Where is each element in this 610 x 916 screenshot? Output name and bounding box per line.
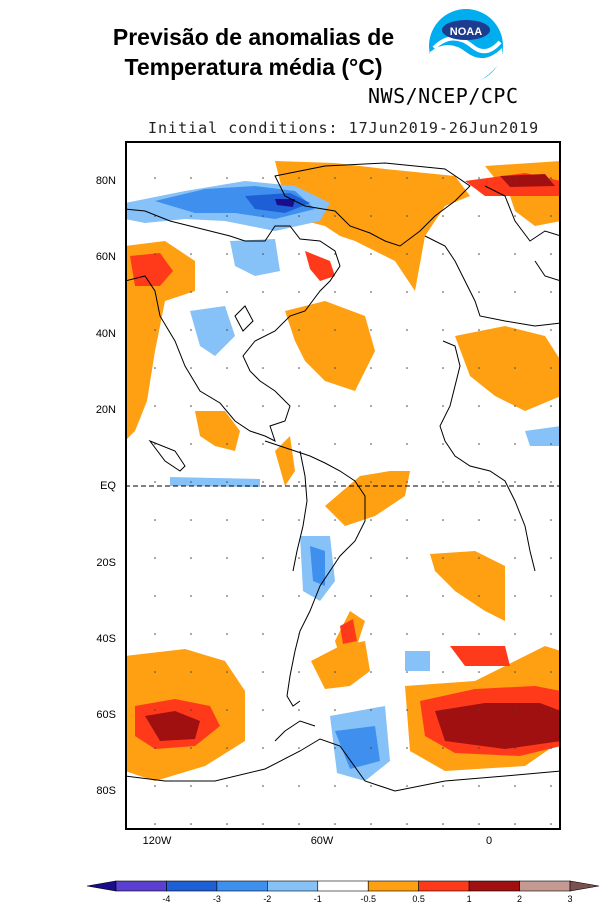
colorbar-cell (86, 880, 117, 892)
lat-label-20n: 20N (95, 404, 116, 416)
colorbar-cell (216, 880, 268, 892)
lat-label-80s: 80S (96, 785, 116, 797)
title-line-1: Previsão de anomalias de (112, 24, 395, 50)
logo-text: NOAA (450, 26, 482, 38)
colorbar-cell (317, 880, 369, 892)
lat-label-20s: 20S (96, 557, 116, 569)
lon-label-120w: 120W (142, 835, 172, 847)
lat-label-40s: 40S (96, 633, 116, 645)
title-line-2: Temperatura média (°C) (124, 54, 383, 80)
lat-label-80n: 80N (95, 175, 116, 187)
lat-label-60n: 60N (95, 251, 116, 263)
initial-conditions: Initial conditions: 17Jun2019-26Jun2019 (148, 119, 540, 137)
colorbar-tick-label: 0.5 (412, 894, 425, 904)
colorbar-cell (468, 880, 520, 892)
map-title: Previsão de anomalias de Temperatura méd… (96, 22, 411, 82)
lon-label-0: 0 (485, 835, 493, 847)
colorbar-tick-label: -0.5 (360, 894, 376, 904)
colorbar-tick-label: -4 (162, 894, 171, 904)
colorbar-cell (569, 880, 600, 892)
lat-label-40n: 40N (95, 328, 116, 340)
colorbar (86, 880, 600, 892)
lat-label-60s: 60S (96, 709, 116, 721)
agency-label: NWS/NCEP/CPC (368, 84, 519, 108)
colorbar-tick-label: -1 (313, 894, 322, 904)
noaa-logo: NOAA (429, 9, 503, 84)
colorbar-cell (418, 880, 470, 892)
colorbar-cell (166, 880, 218, 892)
colorbar-tick-label: -3 (212, 894, 221, 904)
colorbar-cell (519, 880, 571, 892)
colorbar-tick-label: 3 (567, 894, 573, 904)
anomaly-map (125, 141, 561, 830)
colorbar-tick-label: 1 (466, 894, 472, 904)
colorbar-tick-label: 4 (605, 894, 610, 904)
lon-label-60w: 60W (310, 835, 334, 847)
colorbar-cell (267, 880, 319, 892)
colorbar-cell (367, 880, 419, 892)
colorbar-tick-label: -2 (263, 894, 272, 904)
colorbar-cell (115, 880, 167, 892)
colorbar-tick-label: 2 (517, 894, 523, 904)
lat-label-eq: EQ (100, 480, 116, 492)
